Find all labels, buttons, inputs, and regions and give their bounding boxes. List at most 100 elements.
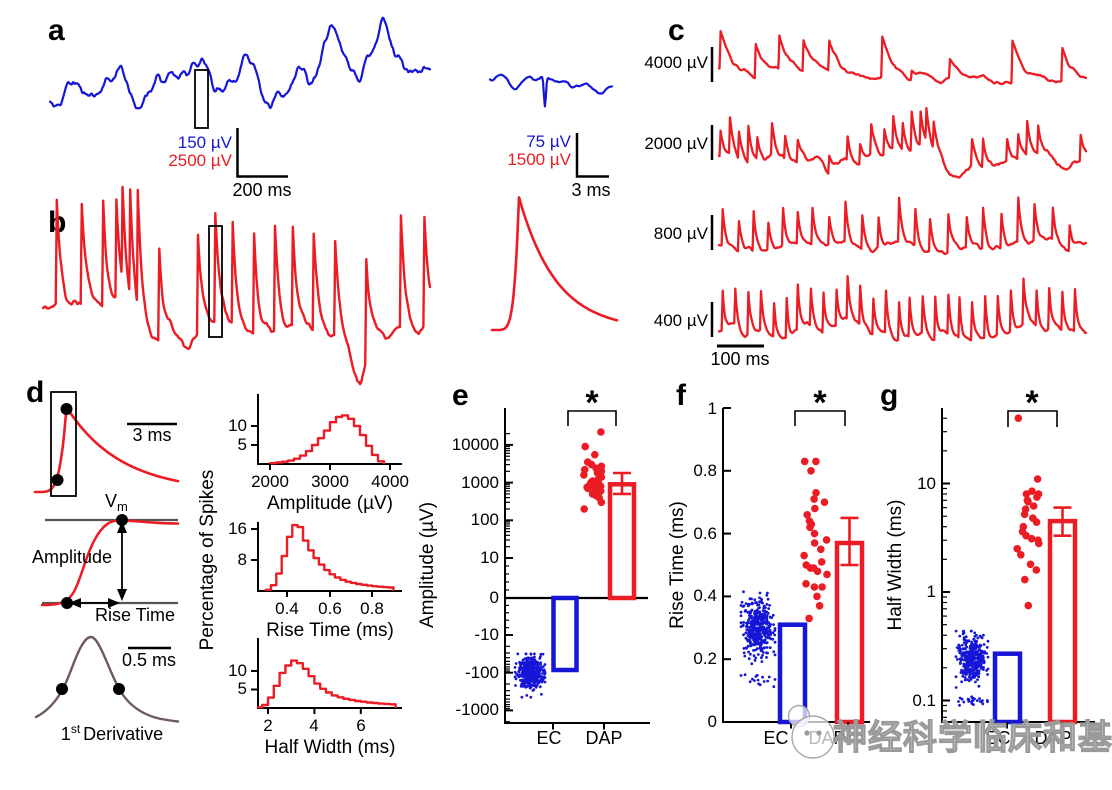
panel-e-ytick: 0 (490, 588, 499, 607)
panel-e-xtick-ec: EC (536, 728, 561, 748)
panel-a-scalebar (238, 128, 289, 177)
vm-label: Vm (105, 491, 128, 514)
panel-g-ytick: 1 (927, 582, 936, 601)
panel-a-label: a (48, 14, 65, 47)
hist-amplitude-xtick-2000: 2000 (251, 472, 289, 491)
panel-f-sig-star: * (813, 384, 827, 422)
trace-800uv (719, 198, 1086, 255)
hist-amplitude-ytick-5: 5 (238, 435, 247, 454)
hist-halfwidth-ytick-5: 5 (238, 679, 247, 698)
hist-risetime-xtick-04: 0.4 (275, 599, 299, 618)
panel-e-ytick: -1000 (456, 700, 499, 719)
panel-e-ytick: -10 (474, 625, 499, 644)
hist-halfwidth-xtick-4: 4 (309, 716, 318, 735)
panel-a-scale-ec: 150 µV (178, 133, 233, 152)
trace-2000uv (719, 108, 1086, 177)
hist-risetime-xlabel: Rise Time (ms) (266, 620, 394, 641)
panel-f-xtick-ec: EC (763, 728, 788, 748)
watermark-logo-body (792, 716, 834, 758)
watermark-logo-eye-left (804, 730, 809, 735)
trace-400uv (719, 276, 1086, 341)
hist-risetime-ytick-8: 8 (238, 550, 247, 569)
panel-c-scale-row1: 4000 µV (644, 53, 708, 72)
dap-zoom-trace (492, 197, 617, 330)
panel-d-05ms-label: 0.5 ms (122, 650, 176, 670)
panel-g-sig-star: * (1025, 384, 1039, 422)
panel-e-ytick: 10000 (452, 435, 499, 454)
trace-4000uv (719, 31, 1086, 84)
panel-e-plot (505, 428, 634, 722)
panel-d: d 3 ms Vm Amplitude Rise Time 0.5 ms 1st… (26, 376, 178, 744)
amplitude-label: Amplitude (32, 547, 112, 567)
panel-c-timebar-label: 100 ms (710, 349, 769, 369)
hist-risetime-steps (266, 525, 394, 591)
panel-g-ytick: 0.1 (912, 691, 936, 710)
panel-a-scale-ic: 2500 µV (168, 151, 232, 170)
panel-f-ytick: 0.2 (693, 649, 717, 668)
panel-a-inset-scale-time: 3 ms (571, 180, 610, 200)
hist-risetime-axes (258, 522, 402, 591)
panel-f-ytick: 0.4 (693, 586, 717, 605)
intracellular-trace (43, 187, 430, 384)
panel-e-ylabel: Amplitude (µV) (417, 502, 438, 628)
panel-f-ytick: 0.8 (693, 461, 717, 480)
hist-amplitude-xlabel: Amplitude (µV) (267, 493, 393, 514)
amplitude-arrowhead-down (117, 589, 127, 601)
watermark-logo-eye-right (816, 730, 821, 735)
panel-f-ytick: 0.6 (693, 524, 717, 543)
derivative-halfmax-right-dot (113, 683, 125, 695)
panel-e-ytick: 10 (480, 548, 499, 567)
hist-halfwidth-steps (258, 661, 396, 708)
panel-f-ytick: 1 (708, 399, 717, 418)
panel-e-xtick-dap: DAP (585, 728, 622, 748)
hist-halfwidth-ytick-10: 10 (228, 661, 247, 680)
panel-a-scale-time: 200 ms (232, 180, 291, 200)
hist-risetime-xtick-06: 0.6 (318, 599, 342, 618)
risetime-label: Rise Time (95, 605, 175, 625)
panel-b: b (43, 187, 617, 384)
panel-a-inset-scale-ic: 1500 µV (507, 150, 571, 169)
panel-g-plot (942, 414, 1075, 722)
hist-halfwidth-xtick-6: 6 (356, 716, 365, 735)
panel-e-label: e (452, 379, 469, 412)
panel-g-ytick: 10 (917, 474, 936, 493)
panel-d-label: d (26, 376, 44, 409)
dap-foot-marker (52, 474, 64, 486)
panel-e-ytick: 100 (471, 510, 499, 529)
panel-g-label: g (880, 379, 898, 412)
panel-c-scale-row4: 400 µV (654, 311, 709, 330)
panel-g-ylabel: Half Width (ms) (885, 500, 906, 631)
panel-f: f Rise Time (ms) 1 0.8 0.6 0.4 0.2 0 EC … (667, 379, 870, 748)
hist-risetime-xtick-08: 0.8 (360, 599, 384, 618)
panel-d-histograms: Percentage of Spikes 10 5 2000 3000 4000… (197, 394, 409, 758)
hist-halfwidth-xtick-2: 2 (263, 716, 272, 735)
panel-c: c 4000 µV 2000 µV 800 µV 400 µV 100 ms (644, 14, 1086, 369)
panel-g: g Half Width (ms) 10 1 0.1 EC DAP * (880, 379, 1095, 748)
hist-amplitude-xtick-3000: 3000 (311, 472, 349, 491)
dap-peak-marker (61, 403, 73, 415)
hist-amplitude-steps (270, 415, 384, 464)
hist-amplitude-ytick-10: 10 (228, 416, 247, 435)
panel-e-ytick: 1000 (461, 473, 499, 492)
panel-d-3ms-label: 3 ms (132, 425, 171, 445)
panel-a: a 150 µV 2500 µV 200 ms 75 µV 1500 µV 3 … (48, 14, 612, 200)
hist-halfwidth-xlabel: Half Width (ms) (265, 737, 396, 758)
panel-e-sig-star: * (585, 384, 599, 422)
derivative-halfmax-left-dot (56, 683, 68, 695)
ec-spike-zoom-trace (490, 75, 612, 107)
histograms-ylabel: Percentage of Spikes (197, 470, 218, 651)
panel-c-label: c (668, 14, 685, 47)
watermark-text: 神经科学临床和基础 (833, 718, 1112, 757)
hist-risetime-ytick-16: 16 (228, 519, 247, 538)
panel-f-ytick: 0 (708, 712, 717, 731)
panel-a-inset-scale-ec: 75 µV (526, 132, 571, 151)
panel-c-scale-row2: 2000 µV (644, 134, 708, 153)
panel-e: e Amplitude (µV) 10000 1000 100 10 0 -10… (417, 379, 650, 748)
hist-amplitude-xtick-4000: 4000 (371, 472, 409, 491)
panel-a-selection-box (195, 70, 208, 128)
panel-f-plot (723, 408, 862, 722)
panel-e-ytick: -100 (465, 663, 499, 682)
